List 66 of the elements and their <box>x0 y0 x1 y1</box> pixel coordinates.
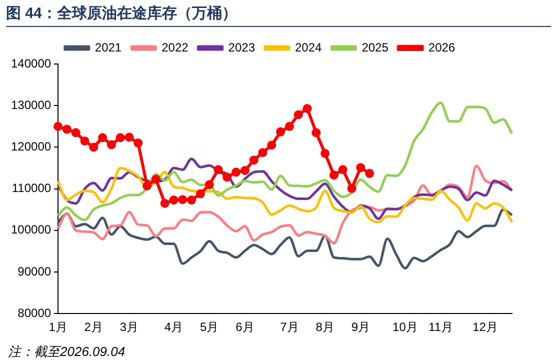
y-tick-label: 90000 <box>18 264 52 278</box>
x-tick-label: 10月 <box>392 320 418 334</box>
point <box>214 165 223 174</box>
point <box>276 127 286 136</box>
point <box>347 184 356 193</box>
legend-label: 2021 <box>94 40 122 54</box>
point <box>338 165 348 174</box>
x-tick-label: 8月 <box>316 320 334 334</box>
x-tick-label: 4月 <box>164 320 184 334</box>
point <box>312 128 321 138</box>
y-tick-label: 100000 <box>10 222 52 237</box>
point <box>98 133 108 142</box>
point <box>89 142 98 152</box>
line-series <box>56 166 514 224</box>
legend-label: 2023 <box>228 40 256 54</box>
text: 注：截至2026.09.04 <box>8 343 126 361</box>
y-tick-label: 120000 <box>10 140 52 154</box>
chart-title: 图 44：全球原油在途库存（万桶） <box>6 4 551 27</box>
x-tick-label: 2月 <box>84 320 103 334</box>
point <box>80 136 90 146</box>
x-tick-label: 6月 <box>236 320 254 334</box>
legend-label: 2024 <box>295 40 322 54</box>
point <box>142 181 152 190</box>
x-tick-label: 7月 <box>280 320 299 334</box>
legend-label: 2026 <box>428 40 456 54</box>
line-series <box>56 101 514 222</box>
y-tick-label: 80000 <box>18 306 52 320</box>
point <box>258 148 268 158</box>
x-tick-label: 5月 <box>200 320 219 334</box>
point <box>106 140 116 150</box>
point <box>62 124 72 134</box>
y-tick-label: 110000 <box>12 181 52 196</box>
point <box>151 174 160 184</box>
point <box>54 122 63 131</box>
point <box>284 122 294 131</box>
point <box>222 172 232 182</box>
point <box>160 198 170 208</box>
point <box>249 156 258 165</box>
point <box>365 168 374 178</box>
legend-label: 2022 <box>162 40 189 54</box>
point <box>169 196 178 205</box>
point <box>204 180 214 190</box>
x-tick-label: 11月 <box>428 320 454 334</box>
point <box>178 195 188 204</box>
point <box>116 133 125 142</box>
line-series <box>56 208 514 270</box>
y-tick-label: 140000 <box>10 56 52 70</box>
point <box>124 132 134 142</box>
x-tick-label: 12月 <box>472 320 498 334</box>
point <box>232 168 241 177</box>
point <box>187 196 196 205</box>
point <box>294 110 303 120</box>
point <box>240 166 250 175</box>
point <box>71 128 80 138</box>
point <box>196 189 205 198</box>
x-tick-label: 3月 <box>120 320 139 334</box>
x-tick-label: 9月 <box>351 320 370 334</box>
x-tick-label: 1月 <box>48 320 68 334</box>
point <box>267 140 276 150</box>
point <box>320 148 330 158</box>
y-tick-label: 130000 <box>10 98 52 112</box>
point <box>302 104 312 114</box>
point <box>329 170 338 180</box>
point <box>134 138 143 148</box>
legend-label: 2025 <box>362 40 389 54</box>
point <box>356 163 366 172</box>
